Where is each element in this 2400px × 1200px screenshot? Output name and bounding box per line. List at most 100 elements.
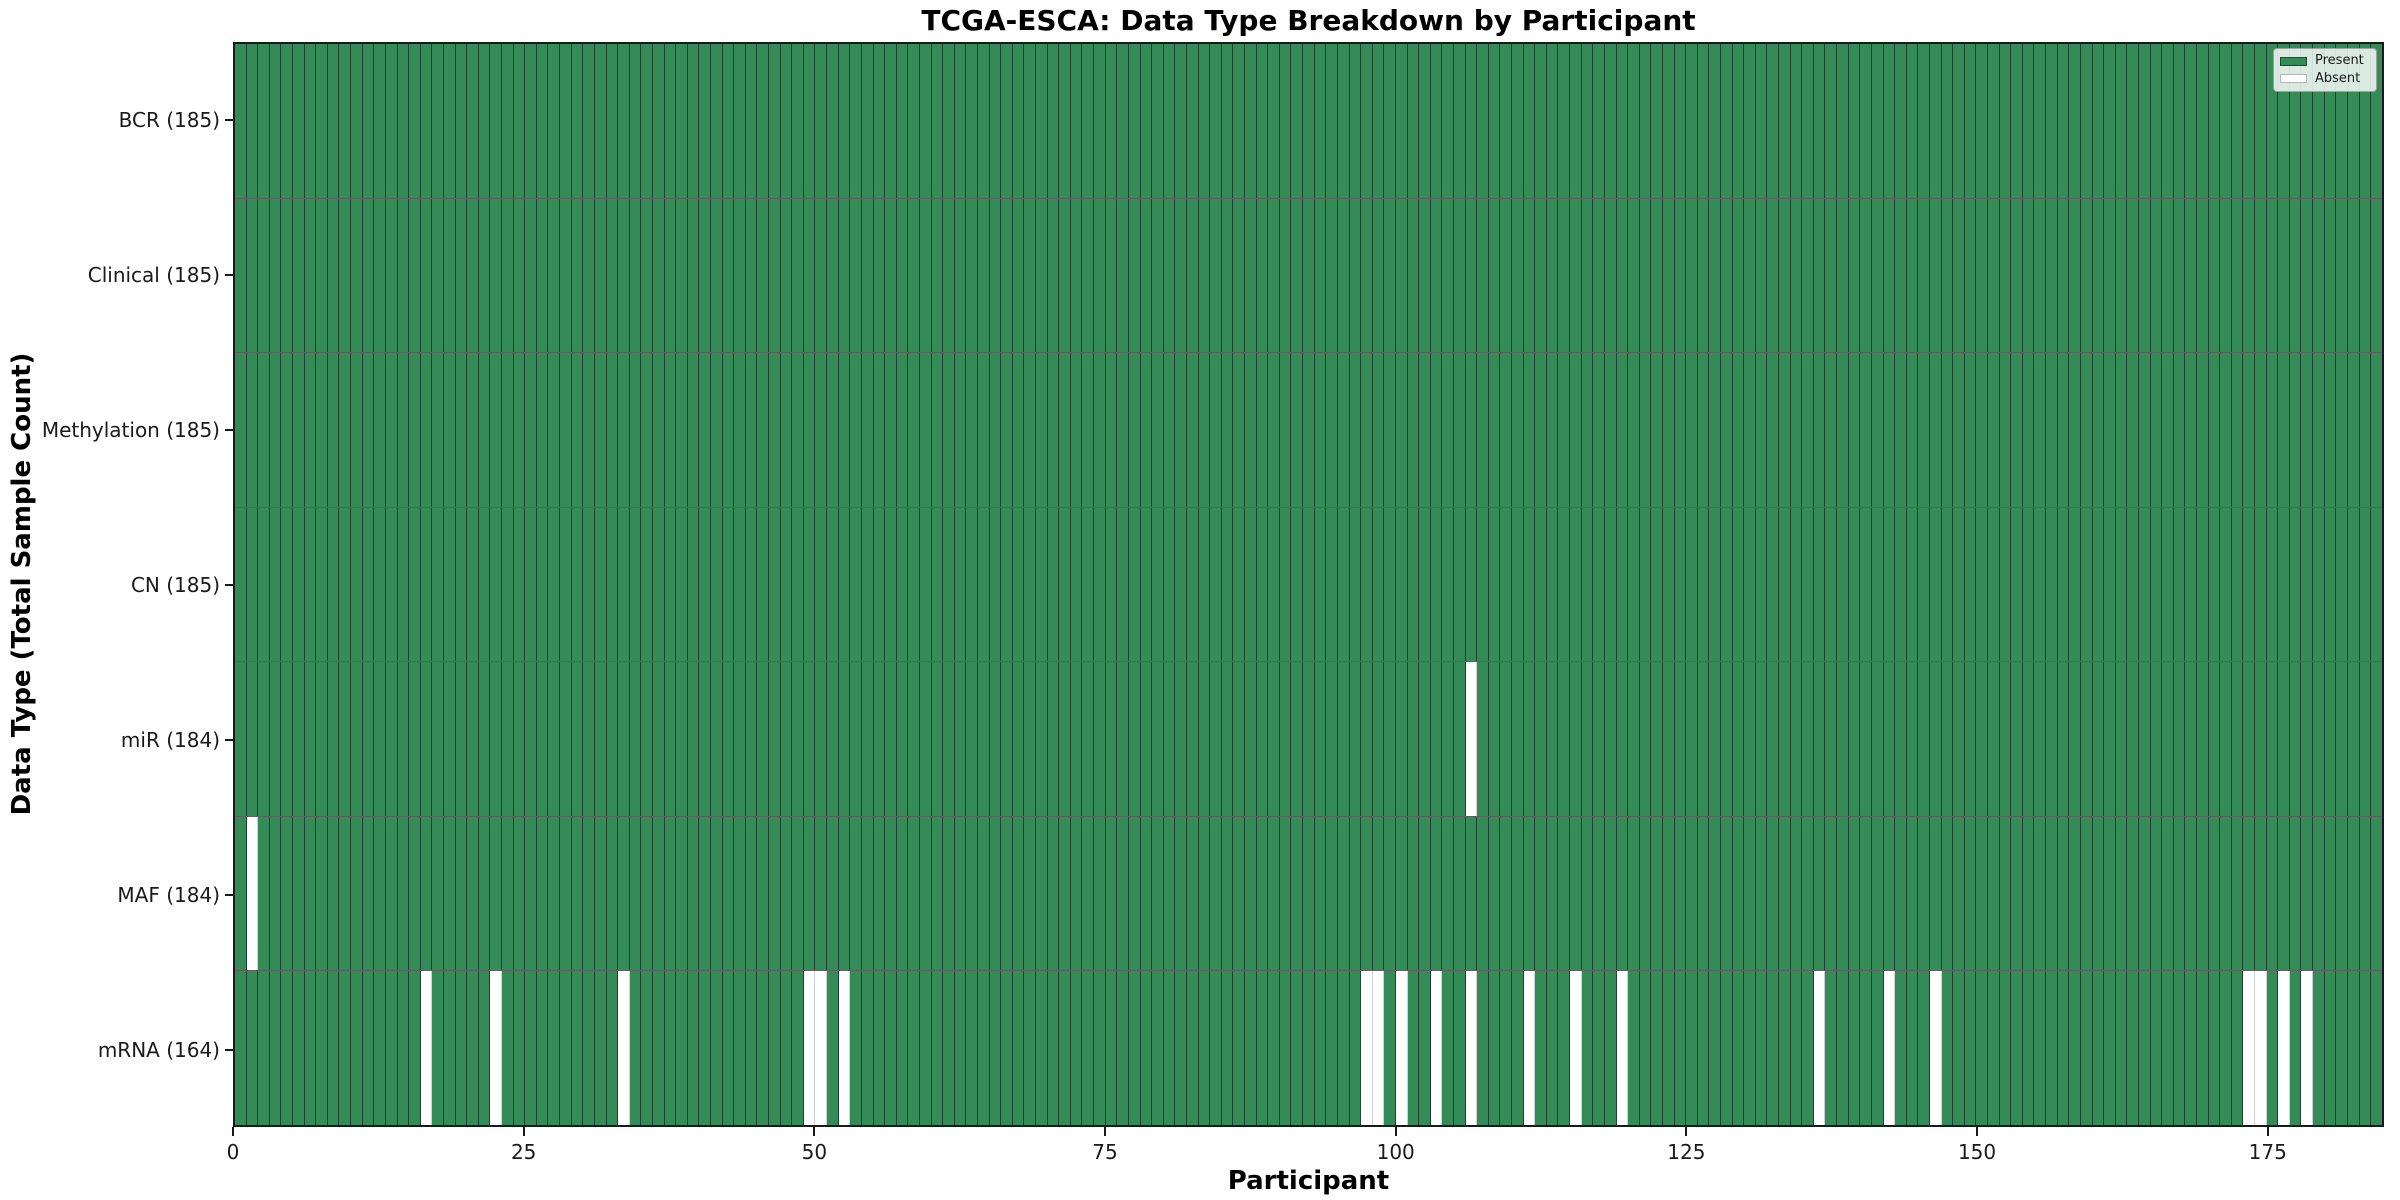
cell-present [1105, 353, 1118, 507]
cell-present [1419, 353, 1431, 507]
cell-present [2243, 816, 2256, 971]
cell-present [1709, 198, 1721, 353]
cell-present [502, 198, 514, 353]
cell-present [1384, 662, 1396, 816]
cell-present [362, 971, 375, 1126]
cell-present [1256, 44, 1269, 198]
cell-present [2104, 662, 2116, 816]
cell-present [2255, 44, 2267, 198]
cell-present [1175, 816, 1187, 971]
cell-present [710, 353, 723, 507]
cell-present [2092, 507, 2105, 662]
cell-present [1941, 44, 1954, 198]
cell-present [885, 44, 897, 198]
cell-present [2011, 816, 2023, 971]
cell-present [1349, 662, 1362, 816]
cell-present [1512, 816, 1524, 971]
cell-present [2022, 507, 2035, 662]
cell-present [235, 971, 247, 1126]
cell-present [2255, 198, 2267, 353]
cell-present [478, 816, 491, 971]
cell-present [1442, 662, 1454, 816]
y-tick-mark [225, 428, 233, 431]
cell-present [1964, 507, 1977, 662]
cell-present [1639, 44, 1652, 198]
cell-present [943, 816, 955, 971]
cell-present [351, 816, 363, 971]
cell-present [455, 44, 468, 198]
cell-present [873, 507, 886, 662]
cell-present [2301, 662, 2314, 816]
cell-present [327, 662, 340, 816]
cell-present [304, 662, 317, 816]
cell-present [1616, 816, 1629, 971]
cell-present [2220, 507, 2232, 662]
cell-present [1976, 198, 1989, 353]
cell-present [1337, 353, 1350, 507]
cell-present [1721, 662, 1733, 816]
cell-present [1291, 662, 1304, 816]
cell-present [2313, 44, 2325, 198]
cell-present [2127, 816, 2139, 971]
cell-present [1837, 353, 1849, 507]
cell-present [2336, 971, 2348, 1126]
cell-present [1581, 816, 1594, 971]
cell-present [2278, 507, 2290, 662]
cell-present [548, 44, 561, 198]
cell-present [2034, 971, 2047, 1126]
cell-present [850, 198, 862, 353]
cell-present [2080, 353, 2093, 507]
cell-present [304, 816, 317, 971]
cell-present [908, 662, 920, 816]
cell-present [2301, 507, 2314, 662]
cell-present [1210, 662, 1222, 816]
cell-present [1419, 662, 1431, 816]
cell-present [362, 816, 375, 971]
cell-present [1268, 353, 1280, 507]
cell-present [1674, 198, 1687, 353]
x-axis-label: Participant [1227, 1166, 1390, 1196]
cell-present [908, 353, 920, 507]
cell-present [815, 662, 828, 816]
cell-present [2034, 816, 2047, 971]
cell-present [896, 507, 909, 662]
cell-present [362, 507, 375, 662]
cell-present [815, 816, 828, 971]
cell-present [1012, 662, 1025, 816]
cell-present [780, 816, 793, 971]
cell-present [1465, 816, 1478, 971]
cell-present [1732, 507, 1745, 662]
cell-present [351, 971, 363, 1126]
cell-present [2289, 816, 2302, 971]
cell-present [2313, 198, 2325, 353]
x-tick-mark [2266, 1127, 2269, 1136]
cell-present [1895, 507, 1907, 662]
cell-present [443, 507, 456, 662]
cell-present [1210, 44, 1222, 198]
cell-present [478, 507, 491, 662]
cell-present [1906, 971, 1919, 1126]
cell-present [827, 662, 839, 816]
cell-present [780, 198, 793, 353]
cell-present [2347, 44, 2360, 198]
cell-present [2208, 353, 2221, 507]
cell-present [1036, 44, 1048, 198]
cell-present [1546, 507, 1559, 662]
cell-present [2150, 507, 2163, 662]
cell-present [1918, 198, 1930, 353]
cell-present [710, 198, 723, 353]
cell-present [2371, 816, 2382, 971]
cell-present [1372, 816, 1385, 971]
cell-present [1152, 44, 1164, 198]
cell-present [1082, 816, 1095, 971]
cell-present [838, 507, 851, 662]
cell-present [397, 816, 410, 971]
cell-present [351, 353, 363, 507]
cell-present [455, 353, 468, 507]
cell-present [281, 662, 294, 816]
cell-present [827, 971, 839, 1126]
cell-present [1094, 198, 1106, 353]
cell-present [1581, 198, 1594, 353]
heatmap-plot [233, 42, 2384, 1127]
cell-present [1825, 816, 1838, 971]
